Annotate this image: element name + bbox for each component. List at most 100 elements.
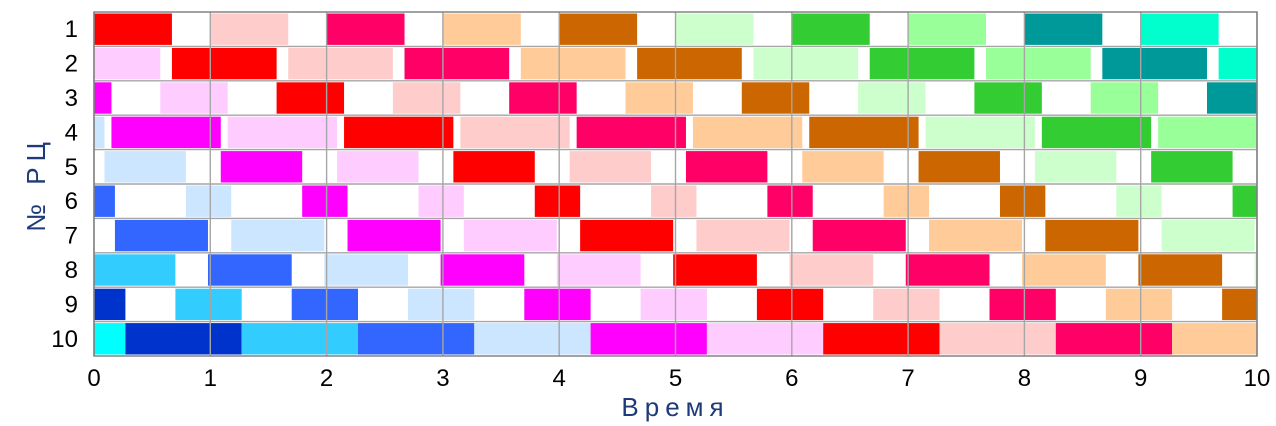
y-tick-label: 6: [65, 188, 78, 215]
y-tick-label: 3: [65, 85, 78, 112]
bar-row-1-segment-7: [791, 13, 870, 45]
bar-row-1-segment-6: [675, 13, 754, 45]
bar-row-5-segment-5: [569, 151, 652, 183]
x-tick-label: 3: [436, 365, 449, 392]
bar-row-3-segment-10: [1090, 82, 1159, 114]
bar-row-4-segment-11: [1158, 116, 1257, 149]
bar-row-1-segment-8: [908, 13, 987, 45]
bar-row-1-segment-1: [94, 13, 172, 45]
bar-row-7-segment-6: [696, 219, 790, 252]
bar-row-6-segment-6: [651, 185, 697, 217]
bar-row-2-segment-7: [753, 47, 859, 80]
bar-row-3-segment-2: [160, 82, 228, 114]
bar-row-1-segment-3: [326, 13, 405, 45]
x-tick-label: 7: [901, 365, 914, 392]
x-tick-label: 6: [785, 365, 798, 392]
bar-row-10-segment-7: [706, 323, 824, 355]
bar-row-3-segment-1: [94, 82, 112, 114]
bar-row-9-segment-7: [756, 288, 824, 321]
bar-row-10-segment-3: [241, 323, 359, 355]
bar-row-6-segment-7: [767, 185, 813, 217]
bar-row-4-segment-6: [576, 116, 686, 149]
bar-row-5-segment-9: [1034, 151, 1117, 183]
bar-row-4-segment-2: [111, 116, 221, 149]
bar-row-3-segment-4: [392, 82, 461, 114]
bar-row-10-segment-5: [474, 323, 591, 355]
y-tick-label: 10: [51, 326, 78, 353]
bar-row-8-segment-6: [673, 254, 757, 286]
bar-row-1-segment-5: [559, 13, 638, 45]
bar-row-6-segment-10: [1116, 185, 1162, 217]
x-tick-label: 9: [1134, 365, 1147, 392]
bar-row-2-segment-11: [1218, 47, 1257, 80]
y-axis-title: № РЦ: [21, 136, 51, 232]
bar-row-3-segment-5: [509, 82, 577, 114]
bar-row-7-segment-4: [463, 219, 557, 252]
bar-row-5-segment-6: [685, 151, 768, 183]
y-tick-label: 2: [65, 51, 78, 78]
bar-row-10-segment-6: [590, 323, 707, 355]
bar-row-5-segment-3: [337, 151, 419, 183]
bar-row-9-segment-10: [1105, 288, 1173, 321]
bar-row-3-segment-9: [974, 82, 1042, 114]
y-tick-label: 9: [65, 291, 78, 318]
bar-row-8-segment-4: [440, 254, 525, 286]
bar-row-9-segment-2: [175, 288, 242, 321]
x-tick-labels: 0 1 2 3 4 5 6 7 8 9 10: [87, 365, 1270, 392]
bar-row-10-segment-1: [94, 323, 126, 355]
bar-row-7-segment-3: [347, 219, 441, 252]
bar-row-6-segment-3: [302, 185, 348, 217]
bar-row-1-segment-2: [210, 13, 289, 45]
bar-row-10-segment-8: [823, 323, 940, 355]
bar-row-1-segment-10: [1140, 13, 1219, 45]
bar-row-6-segment-4: [418, 185, 464, 217]
bar-row-9-segment-5: [524, 288, 591, 321]
x-tick-label: 5: [669, 365, 682, 392]
bar-row-2-segment-5: [520, 47, 626, 80]
bar-row-10-segment-10: [1055, 323, 1173, 355]
bar-row-8-segment-2: [207, 254, 292, 286]
bar-row-2-segment-10: [1102, 47, 1207, 80]
y-tick-label: 1: [65, 16, 78, 43]
bar-row-10-segment-9: [939, 323, 1056, 355]
x-tick-label: 2: [320, 365, 333, 392]
x-tick-label: 4: [553, 365, 566, 392]
bar-row-8-segment-7: [789, 254, 874, 286]
bar-row-4-segment-1: [94, 116, 105, 149]
bar-row-6-segment-8: [883, 185, 930, 217]
bar-row-6-segment-5: [534, 185, 581, 217]
chart-bars: [94, 13, 1257, 355]
bar-row-9-segment-9: [989, 288, 1056, 321]
y-tick-label: 7: [65, 223, 78, 250]
x-tick-label: 10: [1244, 365, 1271, 392]
bar-row-7-segment-10: [1161, 219, 1255, 252]
bar-row-8-segment-1: [94, 254, 176, 286]
bar-row-5-segment-1: [104, 151, 186, 183]
bar-row-10-segment-2: [125, 323, 242, 355]
x-axis-title: Время: [621, 392, 729, 422]
bar-row-7-segment-2: [231, 219, 325, 252]
bar-row-8-segment-10: [1138, 254, 1223, 286]
bar-row-2-segment-4: [404, 47, 510, 80]
bar-row-6-segment-1: [94, 185, 115, 217]
y-tick-label: 5: [65, 154, 78, 181]
bar-row-9-segment-6: [640, 288, 707, 321]
bar-row-7-segment-7: [812, 219, 906, 252]
bar-row-3-segment-7: [741, 82, 810, 114]
bar-row-3-segment-8: [858, 82, 926, 114]
x-tick-label: 0: [87, 365, 100, 392]
bar-row-5-segment-10: [1151, 151, 1233, 183]
bar-row-8-segment-5: [556, 254, 641, 286]
bar-row-6-segment-11: [1232, 185, 1257, 217]
bar-row-9-segment-8: [873, 288, 940, 321]
bar-row-2-segment-9: [986, 47, 1091, 80]
bar-row-2-segment-2: [171, 47, 277, 80]
bar-row-5-segment-8: [918, 151, 1000, 183]
bar-row-4-segment-8: [809, 116, 919, 149]
bar-row-3-segment-6: [625, 82, 693, 114]
bar-row-4-segment-3: [227, 116, 338, 149]
bar-row-10-segment-4: [358, 323, 475, 355]
bar-row-4-segment-5: [460, 116, 570, 149]
bar-row-2-segment-6: [637, 47, 742, 80]
